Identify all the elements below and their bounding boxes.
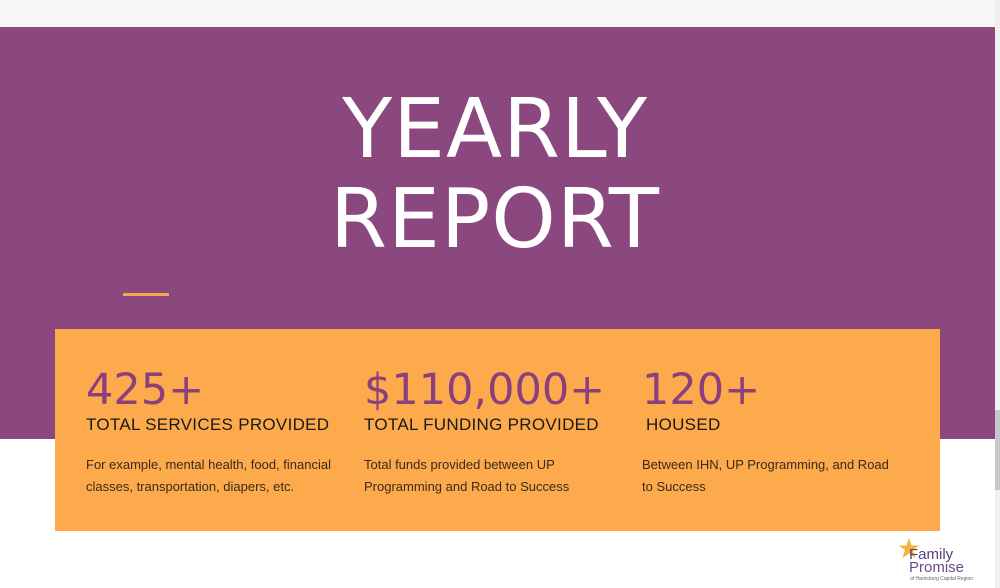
accent-divider (123, 293, 169, 296)
stat-label: TOTAL FUNDING PROVIDED (364, 415, 599, 434)
stat-housed: 120+ HOUSED Between IHN, UP Programming,… (642, 364, 902, 498)
logo-tagline: of Harrisburg Capital Region (910, 576, 974, 582)
logo-text-promise: Promise (909, 559, 965, 576)
stat-description: Total funds provided between UP Programm… (364, 457, 570, 494)
title-line-1: YEARLY (342, 82, 648, 177)
stat-label: HOUSED (646, 415, 721, 434)
stat-description: For example, mental health, food, financ… (86, 457, 331, 494)
logo-text-family: Family (909, 546, 954, 563)
stat-funding: $110,000+ TOTAL FUNDING PROVIDED Total f… (364, 364, 624, 498)
page-title: YEARLY REPORT (0, 85, 990, 265)
stat-number: $110,000+ (364, 365, 606, 415)
stat-description: Between IHN, UP Programming, and Road to… (642, 457, 889, 494)
stat-number: 425+ (86, 365, 205, 415)
scrollbar-thumb[interactable] (995, 410, 1000, 490)
star-icon (899, 538, 919, 558)
scrollbar-track[interactable] (995, 0, 1000, 588)
stat-label: TOTAL SERVICES PROVIDED (86, 415, 330, 434)
browser-top-bar (0, 0, 1000, 27)
stat-services: 425+ TOTAL SERVICES PROVIDED For example… (86, 364, 346, 498)
family-promise-logo[interactable]: Family Promise of Harrisburg Capital Reg… (898, 537, 998, 585)
stats-card: 425+ TOTAL SERVICES PROVIDED For example… (55, 329, 940, 531)
stat-number: 120+ (642, 365, 761, 415)
title-line-2: REPORT (330, 172, 660, 267)
